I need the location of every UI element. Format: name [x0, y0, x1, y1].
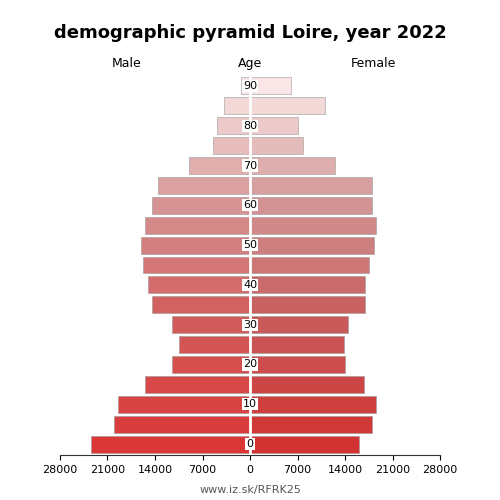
Bar: [241, 78, 250, 94]
Bar: [143, 256, 250, 274]
Bar: [250, 118, 298, 134]
Bar: [250, 217, 376, 234]
Bar: [218, 118, 250, 134]
Bar: [250, 78, 290, 94]
Bar: [145, 376, 250, 393]
Text: 40: 40: [243, 280, 257, 290]
Bar: [250, 296, 366, 313]
Bar: [179, 336, 250, 353]
Text: 50: 50: [243, 240, 257, 250]
Bar: [250, 336, 344, 353]
Bar: [145, 217, 250, 234]
Bar: [114, 416, 250, 432]
Text: 30: 30: [243, 320, 257, 330]
Text: demographic pyramid Loire, year 2022: demographic pyramid Loire, year 2022: [54, 24, 446, 42]
Bar: [118, 396, 250, 412]
Bar: [142, 236, 250, 254]
Bar: [148, 276, 250, 293]
Text: Age: Age: [238, 57, 262, 70]
Bar: [250, 98, 324, 114]
Bar: [250, 356, 345, 373]
Bar: [224, 98, 250, 114]
Bar: [152, 296, 250, 313]
Text: 0: 0: [246, 439, 254, 449]
Bar: [212, 137, 250, 154]
Bar: [250, 436, 358, 452]
Bar: [152, 197, 250, 214]
Bar: [250, 137, 303, 154]
Bar: [250, 416, 372, 432]
Text: Male: Male: [112, 57, 142, 70]
Bar: [90, 436, 250, 452]
Bar: [250, 256, 369, 274]
Text: 90: 90: [243, 81, 257, 91]
Bar: [172, 316, 250, 333]
Text: 70: 70: [243, 160, 257, 170]
Bar: [250, 157, 335, 174]
Bar: [158, 177, 250, 194]
Bar: [250, 276, 366, 293]
Bar: [250, 236, 374, 254]
Bar: [189, 157, 250, 174]
Bar: [250, 197, 372, 214]
Text: 20: 20: [243, 360, 257, 370]
Bar: [250, 396, 376, 412]
Bar: [250, 177, 372, 194]
Text: 10: 10: [243, 400, 257, 409]
Text: 60: 60: [243, 200, 257, 210]
Text: 80: 80: [243, 120, 257, 130]
Text: Female: Female: [351, 57, 396, 70]
Bar: [172, 356, 250, 373]
Bar: [250, 316, 348, 333]
Bar: [250, 376, 364, 393]
Text: www.iz.sk/RFRK25: www.iz.sk/RFRK25: [199, 485, 301, 495]
